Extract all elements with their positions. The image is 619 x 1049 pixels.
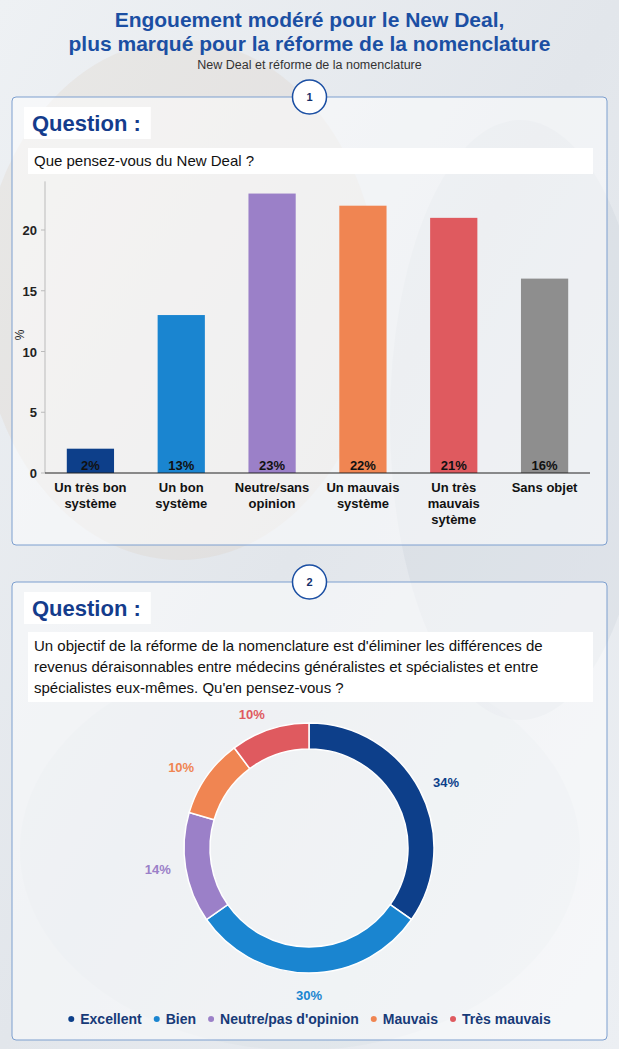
background [0,0,619,1049]
bars [67,194,568,473]
legend-label: Mauvais [383,1011,438,1027]
text-line: opinion [249,496,296,511]
heading: Question : [32,596,141,621]
legend-label: Très mauvais [462,1011,551,1027]
data-label: 21% [441,458,467,473]
data-label: 13% [168,458,194,473]
slice [309,723,434,920]
text-line: Neutre/sans [235,480,309,495]
legend-swatch [450,1016,456,1022]
text-line: Un objectif de la réforme de la nomencla… [34,637,543,654]
data-label: 30% [296,988,322,1003]
x-tick-label: Un bonsystème [155,480,207,511]
y-axis-title: % [13,329,27,340]
text-line: spécialistes eux-mêmes. Qu'en pensez-vou… [34,679,344,696]
question-box [28,632,593,702]
x-tick-label: Sans objet [512,480,578,495]
data-label: 22% [350,458,376,473]
bar [158,315,205,473]
title: Engouement modéré pour le New Deal, [115,8,505,31]
text-line: Un mauvais [326,480,399,495]
bar [430,218,477,473]
subtitle: New Deal et réforme de la nomenclature [197,58,421,72]
data-label: 2% [81,458,100,473]
slice [234,723,309,769]
legend: Excellent Bien Neutre/pas d'opinion Mauvais… [68,1011,551,1027]
y-tick [41,230,45,231]
panel-label: 2 [306,576,312,588]
text-line: revenus déraisonnables entre médecins gé… [34,658,538,675]
slice [189,748,250,820]
panel [12,582,607,1040]
data-label: 34% [433,775,459,790]
y-tick [41,290,45,291]
y-tick-label: 0 [30,466,37,481]
data-label: 10% [168,760,194,775]
y-tick-label: 15 [23,284,37,299]
heading: Question : [32,111,141,136]
text-line: mauvais [428,496,480,511]
x-axis [45,472,590,473]
text-line: sytème [431,512,476,527]
text-line: Un très bon [54,480,126,495]
x-tick-label: Un très bonsystème [54,480,126,511]
panel [12,97,607,545]
y-tick [41,473,45,474]
bar [248,194,295,473]
heading-box [24,592,151,624]
x-tick-label: Neutre/sansopinion [235,480,309,511]
y-axis [45,181,46,473]
slice [206,905,411,973]
legend-label: Neutre/pas d'opinion [220,1011,359,1027]
text-line: système [337,496,389,511]
bar [521,279,568,473]
data-label: 16% [532,458,558,473]
y-tick [41,412,45,413]
bar [67,449,114,473]
slices [184,723,434,973]
legend-swatch [154,1016,160,1022]
y-tick-label: 10 [23,345,37,360]
panel-label: 1 [306,91,312,103]
y-tick-label: 20 [23,223,37,238]
question: Que pensez-vous du New Deal ? [34,152,254,169]
y-tick [41,351,45,352]
question: Un objectif de la réforme de la nomencla… [34,637,543,696]
text-line: Un bon [159,480,204,495]
data-label: 14% [145,862,171,877]
question-box [28,148,593,174]
legend-swatch [371,1016,377,1022]
text-line: Un très [431,480,476,495]
y-tick-label: 5 [30,405,37,420]
data-label: 10% [239,707,265,722]
text-line: système [155,496,207,511]
legend-swatch [208,1016,214,1022]
slice [184,812,228,919]
legend-swatch [68,1016,74,1022]
x-tick-label: Un mauvaissystème [326,480,399,511]
panel-badge [293,565,327,599]
legend-label: Bien [166,1011,196,1027]
text-line: Sans objet [512,480,578,495]
page: Engouement modéré pour le New Deal,plus … [0,0,619,1049]
x-tick-label: Un trèsmauvaissytème [428,480,480,527]
text-line: Que pensez-vous du New Deal ? [34,152,254,169]
legend-label: Excellent [80,1011,142,1027]
data-label: 23% [259,458,285,473]
bar [339,206,386,473]
text-line: système [64,496,116,511]
title: plus marqué pour la réforme de la nomenc… [69,32,551,55]
heading-box [24,107,151,139]
panel-badge [293,80,327,114]
